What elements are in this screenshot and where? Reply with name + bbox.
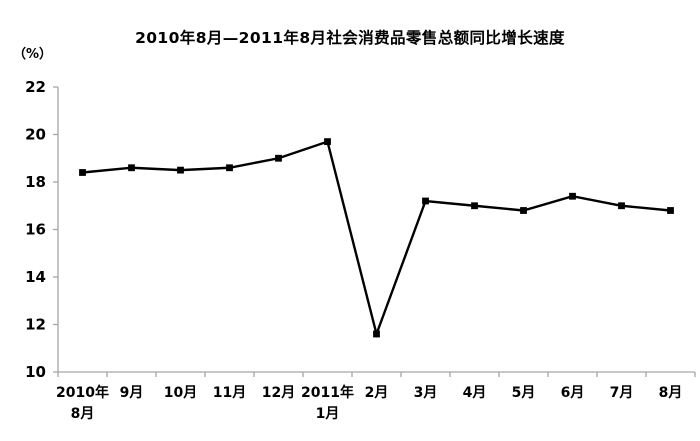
- x-tick-label: 12月: [262, 385, 295, 401]
- chart-title: 2010年8月—2011年8月社会消费品零售总额同比增长速度: [135, 29, 565, 47]
- x-tick-label: 3月: [414, 385, 438, 401]
- x-tick-label: 2011年 1月: [301, 384, 354, 422]
- x-tick-label: 2010年 8月: [56, 384, 109, 422]
- y-tick-label: 12: [25, 316, 46, 334]
- x-tick-label: 8月: [659, 385, 683, 401]
- data-line: [82, 140, 671, 339]
- y-tick-label: 10: [25, 363, 46, 381]
- y-tick-label: 16: [25, 221, 46, 239]
- x-tick-label: 6月: [561, 385, 585, 401]
- x-tick-label: 9月: [120, 385, 144, 401]
- y-tick-label: 22: [25, 78, 46, 96]
- data-point: [128, 164, 135, 172]
- data-point: [226, 164, 233, 172]
- y-tick-label: 20: [25, 126, 46, 144]
- data-point: [471, 202, 478, 210]
- data-point: [177, 166, 184, 174]
- x-tick-label: 11月: [213, 385, 246, 401]
- y-axis-unit-label: （%）: [13, 47, 53, 62]
- data-point: [373, 330, 380, 338]
- data-point: [79, 169, 86, 176]
- data-point: [618, 202, 625, 210]
- data-point: [569, 192, 576, 200]
- x-tick-label: 5月: [512, 385, 536, 401]
- x-tick-label: 2月: [365, 385, 389, 401]
- y-tick-label: 18: [25, 173, 46, 191]
- x-tick-label: 7月: [610, 385, 634, 401]
- data-point: [275, 154, 282, 162]
- x-tick-label: 10月: [164, 385, 197, 401]
- data-point: [422, 197, 429, 205]
- data-point: [667, 207, 674, 214]
- x-tick-label: 4月: [463, 385, 487, 401]
- data-point: [324, 138, 331, 146]
- data-point: [520, 207, 527, 214]
- y-tick-label: 14: [25, 268, 46, 286]
